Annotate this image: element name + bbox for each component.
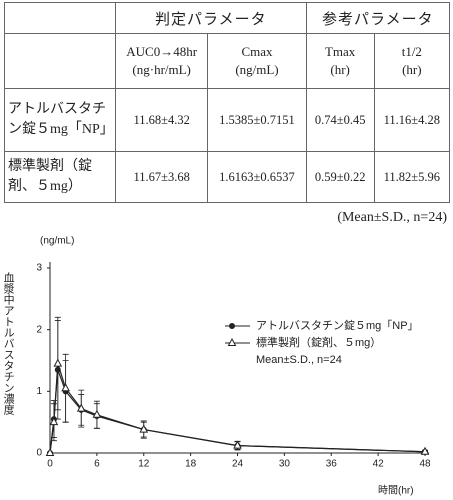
x-tick-label: 24 — [232, 459, 244, 470]
cell: 0.74±0.45 — [305, 88, 375, 152]
x-tick-label: 18 — [185, 459, 197, 470]
pk-table: 判定パラメータ 参考パラメータ AUC0→48hr (ng·hr/mL) Cmax… — [4, 2, 451, 203]
data-point — [233, 440, 242, 449]
x-tick-label: 12 — [138, 459, 150, 470]
column-unit: (ng·hr/mL) — [132, 62, 191, 77]
x-tick-label: 6 — [94, 459, 100, 470]
data-point — [92, 409, 102, 418]
column-name: Tmax — [324, 44, 356, 59]
y-tick-label: 0 — [36, 448, 42, 459]
series-line — [49, 369, 426, 454]
column-name: t1/2 — [401, 44, 422, 59]
legend-marker — [227, 337, 237, 346]
legend-label: 標準製剤（錠剤、５mg） — [256, 335, 381, 349]
legend-label: アトルバスタチン錠５mg「NP」 — [256, 318, 419, 332]
column-header: t1/2 (hr) — [373, 33, 451, 89]
data-point — [53, 358, 63, 367]
column-header: AUC0→48hr (ng·hr/mL) — [114, 33, 209, 89]
cell: 1.6163±0.6537 — [207, 151, 307, 203]
table-row: 標準製剤（錠剤、５mg） 11.67±3.68 1.6163±0.6537 0.… — [4, 151, 451, 203]
data-point — [49, 417, 59, 426]
legend-marker — [229, 323, 235, 329]
table-note: (Mean±S.D., n=24) — [337, 210, 447, 225]
x-tick-label: 42 — [373, 459, 385, 470]
blank-cell — [4, 33, 116, 89]
y-tick-label: 3 — [36, 263, 42, 274]
cell: 11.67±3.68 — [114, 151, 209, 203]
column-header-row: AUC0→48hr (ng·hr/mL) Cmax (ng/mL) Tmax (hr)… — [4, 33, 451, 89]
x-tick-label: 30 — [279, 459, 291, 470]
column-unit: (hr) — [330, 62, 350, 77]
data-point — [420, 446, 430, 455]
table-row: アトルバスタチン錠５mg「NP」 11.68±4.32 1.5385±0.715… — [4, 88, 451, 152]
y-tick-label: 2 — [36, 324, 42, 335]
cell: 11.82±5.96 — [373, 151, 451, 203]
x-axis-label: 時間(hr) — [378, 485, 414, 497]
data-point — [139, 424, 149, 433]
data-point — [61, 383, 70, 392]
column-name: AUC0→48hr — [126, 44, 198, 59]
column-unit: (ng/mL) — [235, 62, 279, 77]
x-tick-label: 48 — [419, 459, 431, 470]
series-line — [49, 363, 426, 454]
cell: 11.16±4.28 — [373, 88, 451, 152]
x-tick-label: 0 — [47, 459, 53, 470]
column-name: Cmax — [241, 44, 273, 59]
column-unit: (hr) — [402, 62, 422, 77]
data-point — [45, 447, 55, 456]
data-point — [76, 403, 86, 412]
y-unit: (ng/mL) — [40, 236, 74, 247]
x-tick-label: 36 — [326, 459, 338, 470]
y-axis-label: 血漿中アトルバスタチン濃度 — [2, 271, 15, 416]
cell: 1.5385±0.7151 — [207, 88, 307, 152]
legend-note: Mean±S.D., n=24 — [256, 354, 342, 366]
row-name: アトルバスタチン錠５mg「NP」 — [4, 88, 116, 152]
column-header: Tmax (hr) — [305, 33, 375, 89]
y-tick-label: 1 — [36, 386, 42, 397]
column-header: Cmax (ng/mL) — [207, 33, 307, 89]
